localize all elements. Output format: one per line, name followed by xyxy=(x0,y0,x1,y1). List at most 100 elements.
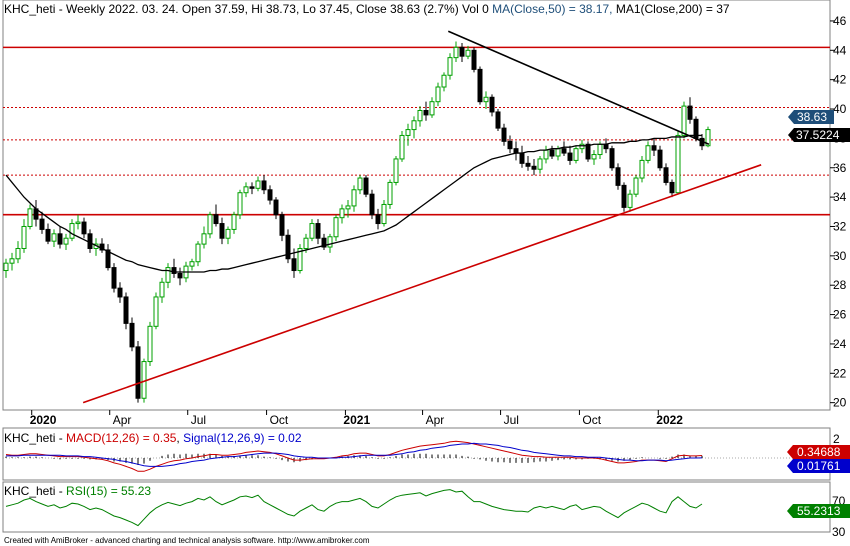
candle-body xyxy=(663,167,669,183)
candle-body xyxy=(567,152,573,161)
candle-body xyxy=(681,105,687,136)
candle-body xyxy=(483,96,489,103)
ma50-price-tag-text: 37.5224 xyxy=(796,128,840,142)
candle-body xyxy=(687,105,693,120)
candle-body xyxy=(435,86,441,103)
candle-body xyxy=(45,228,51,242)
candle-body xyxy=(405,129,411,136)
candle-body xyxy=(513,148,519,154)
signal-line xyxy=(6,442,703,467)
candle-body xyxy=(591,154,597,160)
candle-body xyxy=(321,237,327,248)
ma50-line xyxy=(5,134,702,273)
rsi-polyline xyxy=(5,489,703,527)
candle-body xyxy=(213,214,219,225)
candlesticks xyxy=(3,41,711,403)
trendlines xyxy=(82,30,762,404)
candle-body xyxy=(243,186,249,194)
candle-body xyxy=(3,262,9,272)
candle-body xyxy=(459,46,465,57)
price-tick-label: 46 xyxy=(833,14,847,28)
price-pane-border xyxy=(2,0,831,411)
candle-body xyxy=(627,193,633,208)
resistance-trendline xyxy=(447,30,710,145)
candle-body xyxy=(129,322,135,348)
candle-body xyxy=(189,261,195,267)
price-tick-label: 24 xyxy=(833,337,847,351)
ma50-polyline xyxy=(5,134,702,273)
candle-body xyxy=(345,205,351,210)
time-tick-label: Jul xyxy=(191,413,206,427)
price-tick-label: 36 xyxy=(833,161,847,175)
candle-body xyxy=(333,217,339,238)
candle-body xyxy=(15,248,21,260)
candle-body xyxy=(609,148,615,169)
candle-body xyxy=(417,109,423,122)
candle-body xyxy=(375,214,381,225)
candle-body xyxy=(297,248,303,272)
support-trendline xyxy=(82,164,762,404)
macd-header-symbol: KHC_heti xyxy=(4,431,55,445)
candle-body xyxy=(21,225,27,250)
candle-body xyxy=(339,208,345,219)
close-price-tag: 38.63 xyxy=(788,110,834,124)
candle-body xyxy=(165,267,171,283)
candle-body xyxy=(471,49,477,70)
macd-line xyxy=(5,440,703,472)
candle-body xyxy=(273,199,279,216)
candle-body xyxy=(225,228,231,239)
candle-body xyxy=(615,167,621,186)
candle-body xyxy=(39,218,45,230)
candle-body xyxy=(303,237,309,250)
candle-body xyxy=(585,143,591,160)
candle-body xyxy=(507,140,513,150)
rsi-header-symbol: KHC_heti xyxy=(4,484,55,498)
time-axis-ticks: 2020 Apr Jul Oct 2021 Apr Jul Oct 2022 xyxy=(30,410,683,427)
candle-body xyxy=(135,346,141,399)
rsi-header-value: RSI(15) = 55.23 xyxy=(66,484,151,498)
macd-header-macd: MACD(12,26) = 0.35 xyxy=(66,431,177,445)
price-axis-ticks: 2022242628303234363840424446 xyxy=(830,14,847,410)
time-tick-label: 2020 xyxy=(30,413,57,427)
candle-body xyxy=(399,134,405,160)
candle-body xyxy=(531,165,537,170)
ma50-price-tag: 37.5224 xyxy=(788,128,850,142)
candle-body xyxy=(675,134,681,194)
close-price-tag-text: 38.63 xyxy=(797,110,827,124)
candle-body xyxy=(153,296,159,327)
candle-body xyxy=(393,158,399,183)
candle-body xyxy=(57,233,63,245)
macd-value-tag: 0.34688 xyxy=(787,445,850,459)
candle-body xyxy=(267,189,273,201)
time-tick-label: Apr xyxy=(426,413,445,427)
candle-body xyxy=(315,223,321,239)
candle-body xyxy=(669,181,675,194)
candle-body xyxy=(237,192,243,216)
candle-body xyxy=(645,145,651,161)
footer-credit: Created with AmiBroker - advanced charti… xyxy=(4,536,370,545)
time-tick-label: Apr xyxy=(113,413,132,427)
candle-body xyxy=(87,233,93,250)
candle-body xyxy=(579,143,585,150)
candle-body xyxy=(537,158,543,170)
candle-body xyxy=(423,109,429,116)
price-tick-label: 22 xyxy=(833,366,847,380)
candle-body xyxy=(231,214,237,230)
candle-body xyxy=(159,281,165,298)
candle-body xyxy=(465,49,471,57)
candle-body xyxy=(81,221,87,235)
candle-body xyxy=(639,159,645,179)
candle-body xyxy=(519,152,525,164)
time-tick-label: Jul xyxy=(504,413,519,427)
candle-body xyxy=(111,267,117,289)
candle-body xyxy=(489,96,495,113)
price-tick-label: 40 xyxy=(833,102,847,116)
macd-value-tag-text: 0.34688 xyxy=(797,445,841,459)
price-tick-label: 42 xyxy=(833,73,847,87)
price-header-info: - Weekly 2022. 03. 24. Open 37.59, Hi 38… xyxy=(55,2,492,16)
candle-body xyxy=(27,208,33,227)
price-tick-label: 20 xyxy=(833,396,847,410)
candle-body xyxy=(219,223,225,239)
candle-body xyxy=(603,143,609,150)
